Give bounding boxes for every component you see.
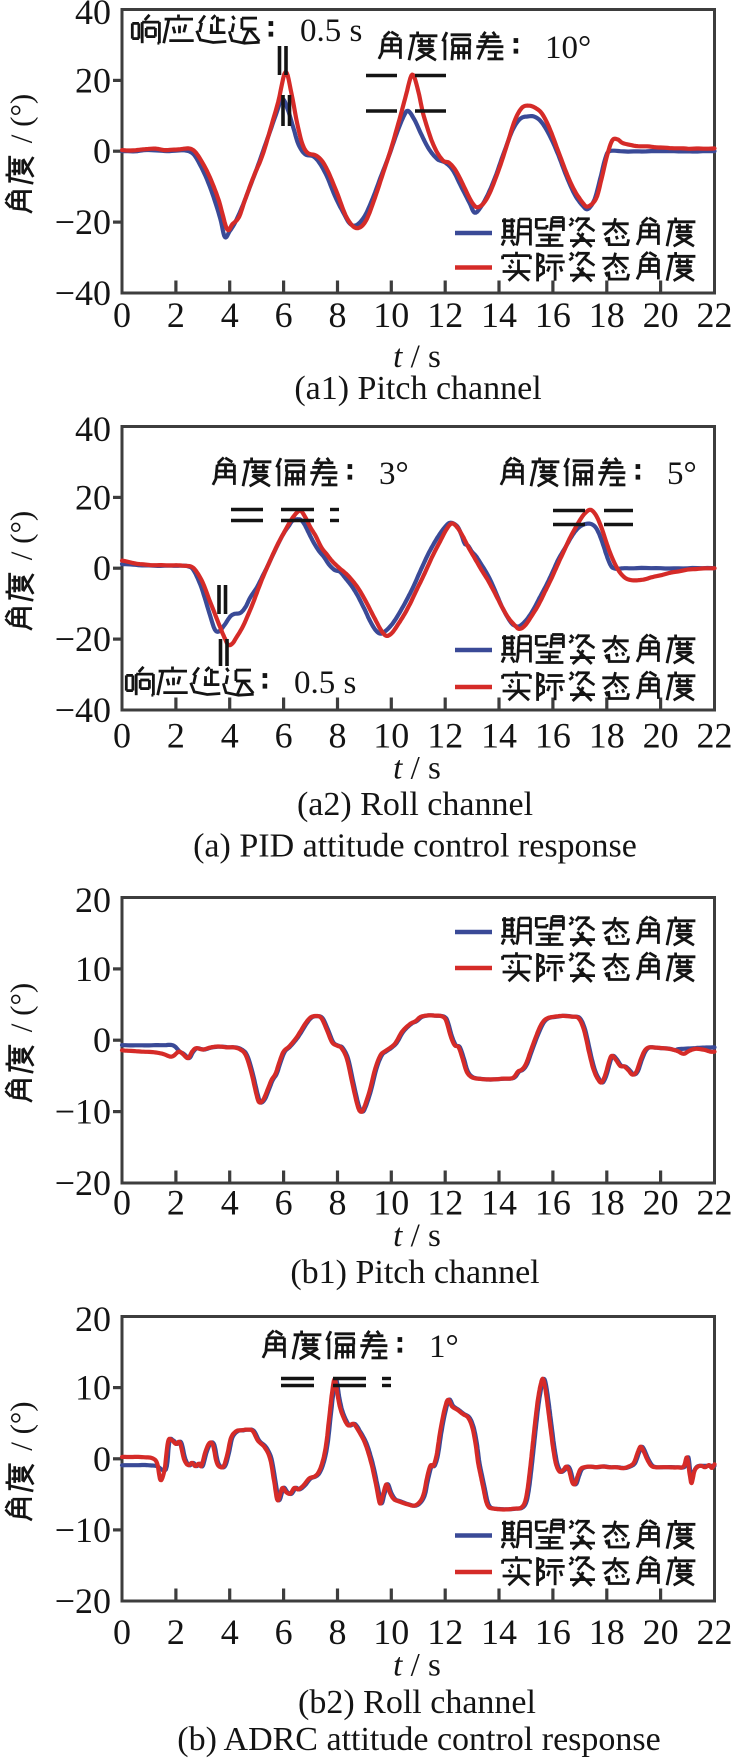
svg-text:20: 20: [75, 477, 111, 517]
svg-text:(b2) Roll channel: (b2) Roll channel: [298, 1684, 536, 1721]
svg-text:22: 22: [697, 716, 732, 756]
svg-text:−20: −20: [55, 202, 111, 242]
svg-text:0: 0: [113, 295, 131, 335]
svg-text:t / s: t / s: [393, 1648, 441, 1684]
svg-text:4: 4: [221, 295, 239, 335]
svg-text:2: 2: [167, 295, 185, 335]
svg-text:/ (°): / (°): [4, 511, 39, 560]
svg-text:6: 6: [275, 716, 293, 756]
svg-text:12: 12: [427, 295, 463, 335]
svg-text:(a1) Pitch channel: (a1) Pitch channel: [294, 370, 541, 407]
svg-text:0.5 s: 0.5 s: [300, 13, 362, 49]
svg-text:1°: 1°: [429, 1329, 459, 1365]
svg-text:0: 0: [93, 548, 111, 588]
svg-text:8: 8: [329, 1183, 347, 1223]
svg-text:−20: −20: [55, 619, 111, 659]
svg-text:t / s: t / s: [393, 751, 441, 787]
svg-text:10: 10: [75, 1368, 111, 1408]
svg-text:2: 2: [167, 1612, 185, 1652]
svg-text:20: 20: [75, 880, 111, 920]
svg-text:22: 22: [697, 1183, 732, 1223]
svg-text:0: 0: [113, 716, 131, 756]
svg-text:6: 6: [275, 1612, 293, 1652]
svg-text:16: 16: [535, 295, 571, 335]
svg-text:0.5 s: 0.5 s: [294, 665, 356, 701]
svg-text:20: 20: [75, 1299, 111, 1339]
svg-text:10: 10: [373, 716, 409, 756]
svg-text:−40: −40: [55, 690, 111, 730]
svg-text:20: 20: [75, 60, 111, 100]
svg-text:0: 0: [113, 1612, 131, 1652]
svg-text:20: 20: [643, 716, 679, 756]
svg-text:12: 12: [427, 1183, 463, 1223]
svg-text:10: 10: [373, 1612, 409, 1652]
svg-text:14: 14: [481, 295, 517, 335]
svg-text:6: 6: [275, 1183, 293, 1223]
svg-text:18: 18: [589, 1183, 625, 1223]
svg-text:12: 12: [427, 1612, 463, 1652]
svg-text:−10: −10: [55, 1510, 111, 1550]
svg-text:18: 18: [589, 1612, 625, 1652]
svg-text:(a) PID attitude control respo: (a) PID attitude control response: [193, 828, 637, 865]
svg-text:18: 18: [589, 295, 625, 335]
svg-text:/ (°): / (°): [4, 983, 39, 1032]
svg-text:10: 10: [373, 1183, 409, 1223]
svg-text:2: 2: [167, 716, 185, 756]
svg-text:22: 22: [697, 295, 732, 335]
svg-text:10°: 10°: [545, 30, 591, 66]
svg-text:18: 18: [589, 716, 625, 756]
svg-text:0: 0: [113, 1183, 131, 1223]
svg-text:0: 0: [93, 131, 111, 171]
svg-text:/ (°): / (°): [4, 1401, 39, 1450]
svg-text:20: 20: [643, 1612, 679, 1652]
svg-text:−20: −20: [55, 1581, 111, 1621]
svg-text:(b1) Pitch channel: (b1) Pitch channel: [290, 1254, 539, 1291]
svg-text:16: 16: [535, 1183, 571, 1223]
svg-text:16: 16: [535, 1612, 571, 1652]
svg-text:40: 40: [75, 409, 111, 449]
svg-text:0: 0: [93, 1020, 111, 1060]
svg-text:4: 4: [221, 1612, 239, 1652]
svg-text:20: 20: [643, 1183, 679, 1223]
svg-text:14: 14: [481, 1183, 517, 1223]
svg-text:4: 4: [221, 1183, 239, 1223]
svg-text:12: 12: [427, 716, 463, 756]
svg-text:20: 20: [643, 295, 679, 335]
svg-text:2: 2: [167, 1183, 185, 1223]
svg-text:3°: 3°: [379, 456, 409, 492]
svg-text:6: 6: [275, 295, 293, 335]
svg-text:−40: −40: [55, 273, 111, 313]
svg-text:40: 40: [75, 0, 111, 32]
svg-text:−20: −20: [55, 1163, 111, 1203]
svg-text:(a2) Roll channel: (a2) Roll channel: [297, 786, 533, 823]
svg-text:22: 22: [697, 1612, 732, 1652]
svg-text:10: 10: [75, 949, 111, 989]
svg-text:0: 0: [93, 1439, 111, 1479]
svg-text:t / s: t / s: [393, 1218, 441, 1254]
svg-text:10: 10: [373, 295, 409, 335]
svg-text:5°: 5°: [667, 456, 697, 492]
svg-text:8: 8: [329, 716, 347, 756]
svg-text:4: 4: [221, 716, 239, 756]
svg-text:/ (°): / (°): [4, 94, 39, 143]
svg-text:8: 8: [329, 295, 347, 335]
svg-text:14: 14: [481, 716, 517, 756]
svg-text:8: 8: [329, 1612, 347, 1652]
svg-text:(b) ADRC attitude control resp: (b) ADRC attitude control response: [177, 1721, 660, 1758]
svg-text:14: 14: [481, 1612, 517, 1652]
svg-text:16: 16: [535, 716, 571, 756]
svg-text:−10: −10: [55, 1092, 111, 1132]
